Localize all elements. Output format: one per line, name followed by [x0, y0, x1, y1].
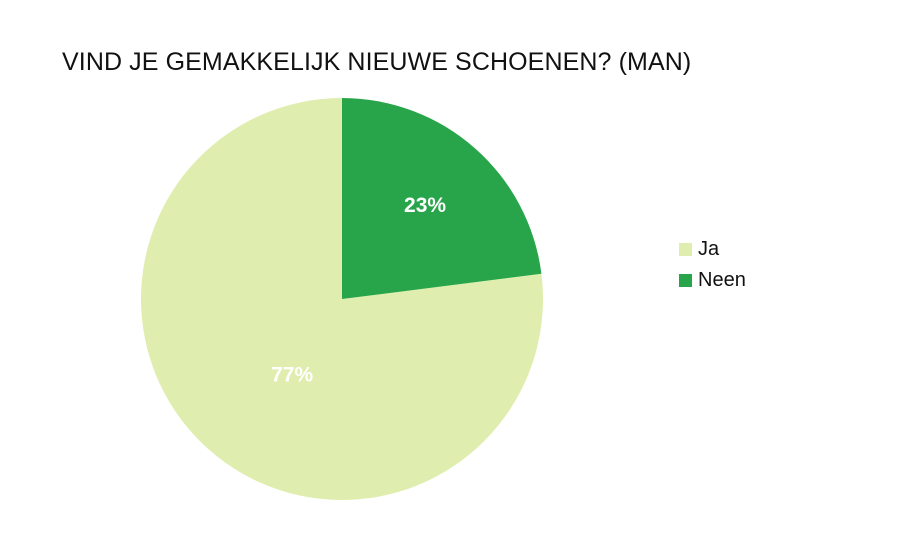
legend-item-ja: Ja: [679, 234, 746, 265]
legend-swatch-neen: [679, 274, 692, 287]
legend-label-ja: Ja: [698, 238, 720, 260]
chart-title: VIND JE GEMAKKELIJK NIEUWE SCHOENEN? (MA…: [62, 48, 692, 76]
legend-label-neen: Neen: [698, 269, 746, 291]
legend: Ja Neen: [679, 234, 746, 296]
data-label-ja: 77%: [271, 363, 313, 386]
legend-item-neen: Neen: [679, 265, 746, 296]
pie-slice-neen: [342, 98, 542, 299]
data-label-neen: 23%: [404, 194, 446, 217]
legend-swatch-ja: [679, 243, 692, 256]
